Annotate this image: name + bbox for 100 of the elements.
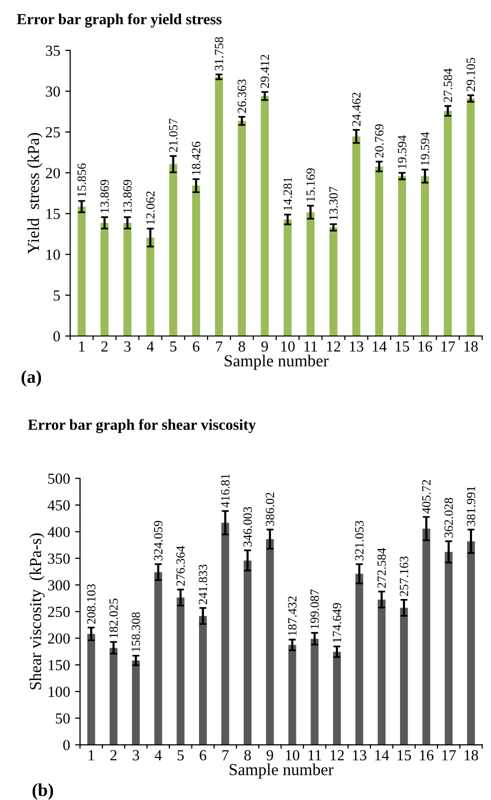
bar [444, 552, 453, 745]
bar [467, 541, 475, 745]
data-label: 321.053 [355, 520, 364, 560]
x-tick-label: 16 [418, 341, 432, 352]
x-tick-label: 2 [110, 750, 117, 760]
data-label: 324.059 [154, 520, 163, 560]
x-axis-title: Sample number [224, 354, 329, 370]
data-label: 20.769 [375, 124, 384, 158]
y-tick-label: 15 [46, 208, 60, 220]
bar [466, 98, 475, 336]
bar [444, 110, 452, 336]
bar [284, 219, 292, 336]
y-tick-label: 50 [56, 713, 70, 724]
bar [78, 206, 86, 336]
data-label: 158.308 [132, 612, 140, 652]
bar [260, 96, 269, 336]
data-label: 24.462 [352, 92, 361, 126]
x-tick-label: 10 [286, 750, 300, 760]
y-tick-label: 35 [46, 46, 60, 56]
bar [221, 522, 230, 745]
y-tick-label: 400 [48, 526, 70, 538]
x-tick-label: 4 [146, 341, 154, 352]
data-label: 13.869 [100, 180, 109, 213]
data-label: 208.103 [87, 584, 96, 624]
bar [422, 528, 430, 745]
bar [310, 638, 319, 745]
x-tick-label: 16 [420, 750, 434, 760]
data-label: 31.758 [214, 37, 224, 70]
x-tick-label: 7 [216, 341, 222, 352]
x-tick-label: 3 [132, 750, 140, 760]
data-label: 27.584 [444, 68, 452, 102]
y-tick-label: 0 [63, 740, 70, 750]
y-tick-label: 250 [48, 606, 70, 618]
bar [288, 644, 296, 745]
y-tick-label: 10 [46, 250, 60, 260]
x-tick-label: 10 [281, 341, 295, 352]
x-tick-label: 13 [350, 341, 364, 352]
bar [355, 574, 364, 745]
bar [352, 136, 360, 336]
x-tick-label: 4 [154, 750, 162, 760]
y-tick-label: 0 [53, 331, 60, 342]
x-tick-label: 14 [375, 750, 390, 760]
bar [375, 166, 384, 336]
data-label: 416.81 [221, 474, 230, 508]
data-label: 19.594 [420, 132, 430, 166]
x-tick-label: 2 [101, 341, 108, 352]
data-label: 15.169 [306, 168, 315, 202]
x-tick-label: 12 [330, 750, 344, 760]
x-tick-label: 13 [352, 750, 366, 760]
bar [100, 222, 109, 336]
y-tick-label: 20 [46, 168, 60, 178]
x-tick-label: 3 [124, 341, 131, 352]
bar [329, 227, 338, 336]
data-label: 381.991 [466, 486, 476, 526]
bar [238, 120, 246, 336]
x-tick-label: 7 [222, 750, 229, 760]
data-label: 18.426 [192, 142, 200, 175]
bar [110, 648, 118, 745]
x-tick-label: 17 [442, 341, 456, 352]
bar [87, 634, 96, 745]
data-label: 174.649 [332, 603, 342, 642]
data-label: 12.062 [146, 191, 155, 224]
bar [420, 176, 429, 336]
x-tick-label: 6 [200, 750, 206, 760]
y-tick-label: 300 [48, 580, 70, 590]
data-label: 272.584 [377, 548, 386, 588]
bar [266, 539, 274, 745]
x-tick-label: 18 [464, 750, 478, 760]
y-tick-label: 150 [48, 660, 70, 670]
data-label: 29.412 [260, 54, 270, 88]
y-tick-label: 450 [48, 500, 70, 510]
data-label: 346.003 [243, 506, 252, 547]
data-label: 257.163 [400, 556, 408, 596]
x-tick-label: 14 [372, 341, 387, 352]
x-tick-label: 12 [327, 341, 340, 352]
bar [176, 598, 184, 745]
x-tick-label: 1 [79, 341, 85, 352]
y-tick-label: 5 [54, 290, 60, 301]
bar [333, 652, 341, 745]
data-label: 386.02 [266, 492, 274, 526]
x-tick-label: 18 [464, 341, 478, 352]
x-tick-label: 15 [398, 750, 412, 760]
bar [198, 616, 207, 745]
chart-title: Error bar graph for shear viscosity [28, 418, 256, 434]
x-tick-label: 1 [88, 750, 94, 760]
data-label: 187.432 [288, 596, 297, 636]
bar [132, 660, 140, 745]
bar [154, 572, 162, 745]
data-label: 29.105 [466, 58, 476, 92]
bar [306, 212, 315, 336]
data-label: 241.833 [198, 564, 208, 604]
x-axis-title: Sample number [230, 764, 334, 779]
data-label: 362.028 [444, 498, 453, 538]
y-axis-title: Yield stress (kPa) [27, 133, 42, 254]
x-tick-label: 17 [442, 750, 456, 760]
x-tick-label: 11 [308, 750, 322, 760]
data-label: 15.856 [77, 163, 86, 196]
x-tick-label: 9 [261, 341, 268, 352]
data-label: 26.363 [238, 79, 246, 113]
bar [123, 222, 132, 336]
